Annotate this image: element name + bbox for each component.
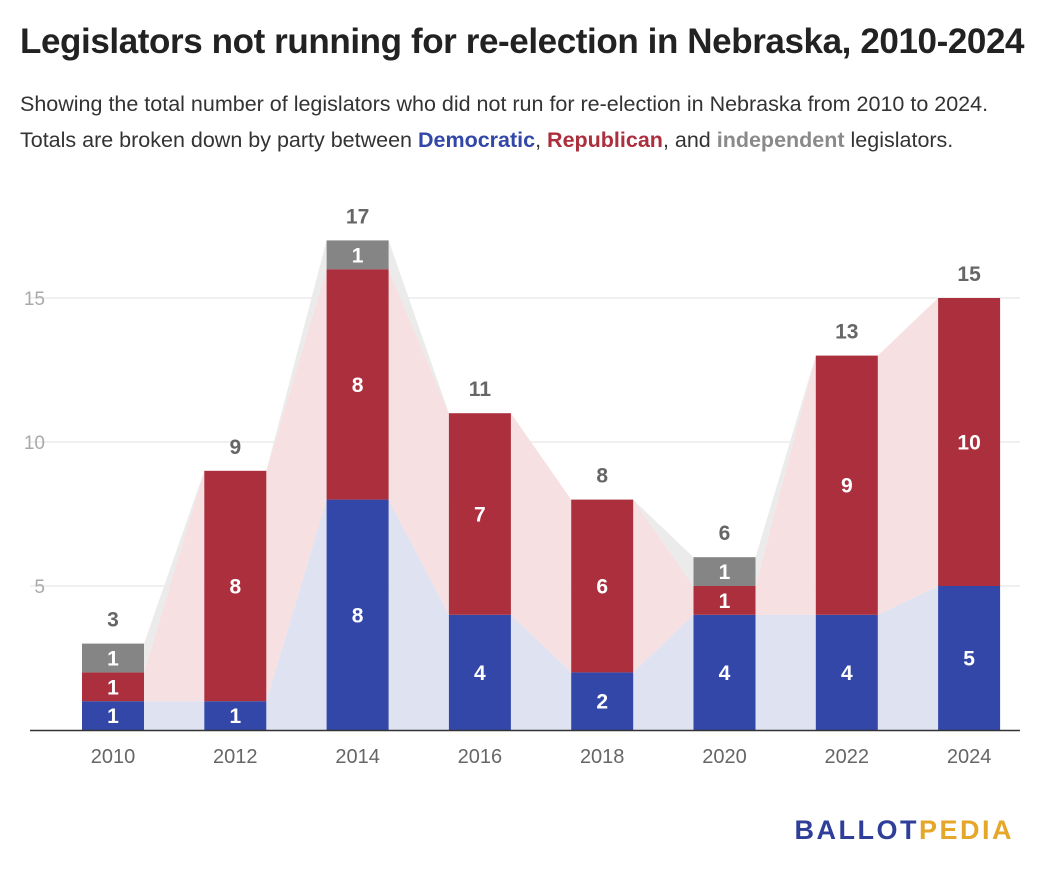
independent-value-label: 1 (719, 561, 731, 584)
x-tick-label: 2024 (947, 746, 992, 768)
republican-value-label: 8 (352, 374, 364, 397)
total-label: 17 (346, 205, 369, 228)
area-segment (755, 355, 816, 615)
x-tick-label: 2014 (335, 746, 380, 768)
area-segment (877, 586, 939, 730)
ballotpedia-logo: BALLOTPEDIA (794, 815, 1014, 846)
subtitle-text-intro: Showing the total number of legislators … (20, 92, 989, 152)
republican-value-label: 10 (957, 432, 980, 455)
independent-value-label: 1 (107, 648, 119, 671)
democratic-value-label: 4 (474, 662, 486, 685)
chart-subtitle: Showing the total number of legislators … (20, 86, 1020, 158)
total-label: 13 (835, 321, 858, 344)
logo-part-ballot: BALLOT (794, 815, 919, 845)
x-tick-labels: 2010 2012 2014 2016 2018 2020 2022 2024 (91, 746, 992, 768)
subtitle-separator-1: , (535, 128, 548, 152)
democratic-value-label: 4 (841, 662, 853, 685)
subtitle-democratic-label: Democratic (417, 128, 536, 152)
republican-bar-segment (326, 269, 389, 500)
democratic-area-band (144, 499, 939, 730)
independent-area-band (144, 240, 939, 673)
total-label: 8 (596, 465, 608, 488)
democratic-bar-segment (571, 672, 634, 730)
total-label: 6 (719, 522, 731, 545)
democratic-bar-segment (448, 614, 511, 730)
democratic-bar-segment (938, 586, 1001, 730)
area-segment (633, 499, 694, 586)
total-label: 3 (107, 609, 119, 632)
area-segment (388, 499, 449, 730)
democratic-bar-segment (815, 614, 878, 730)
y-tick-label: 10 (24, 433, 45, 454)
area-segment (144, 701, 205, 730)
x-tick-label: 2012 (213, 746, 258, 768)
democratic-value-label: 1 (107, 705, 119, 728)
republican-value-label: 1 (719, 590, 731, 613)
total-label: 15 (957, 263, 981, 286)
y-tick-label: 15 (24, 289, 45, 310)
republican-value-label: 1 (107, 676, 119, 699)
chart-title: Legislators not running for re-election … (20, 22, 1025, 61)
area-segment (266, 499, 327, 730)
independent-bar-segment (693, 557, 756, 586)
area-segment (144, 470, 205, 673)
democratic-value-label: 5 (963, 648, 975, 671)
x-tick-label: 2018 (580, 746, 625, 768)
y-tick-label: 5 (34, 577, 45, 598)
republican-value-label: 7 (474, 504, 486, 527)
democratic-value-label: 2 (596, 691, 608, 714)
democratic-value-label: 1 (229, 705, 241, 728)
area-segment (755, 614, 816, 730)
democratic-bar-segment (326, 499, 389, 730)
total-label: 9 (229, 436, 241, 459)
area-segment (266, 240, 327, 471)
republican-value-label: 6 (596, 576, 608, 599)
subtitle-separator-2: , and (662, 128, 717, 152)
subtitle-text-end: legislators. (844, 128, 954, 152)
democratic-bar-segment (204, 701, 267, 730)
area-segment (510, 614, 572, 730)
republican-bar-segment (693, 586, 756, 615)
area-segment (144, 470, 205, 702)
area-segment (266, 269, 327, 702)
area-segment (755, 355, 816, 586)
independent-bar-segment (82, 643, 144, 673)
area-segment (510, 413, 572, 673)
democratic-bar-segment (82, 701, 144, 730)
x-tick-label: 2022 (825, 746, 870, 768)
democratic-value-label: 8 (352, 604, 364, 627)
republican-area-band (144, 269, 939, 702)
republican-value-label: 8 (229, 576, 241, 599)
independent-value-label: 1 (352, 244, 364, 267)
subtitle-republican-label: Republican (547, 128, 663, 152)
area-segment (388, 240, 449, 414)
subtitle-independent-label: independent (716, 128, 845, 152)
area-segment (633, 614, 694, 730)
republican-bar-segment (204, 470, 267, 702)
area-segment (633, 499, 694, 673)
x-tick-label: 2020 (702, 746, 747, 768)
logo-part-pedia: PEDIA (918, 815, 1014, 845)
x-tick-label: 2016 (458, 746, 503, 768)
republican-value-label: 9 (841, 475, 853, 498)
republican-bar-segment (815, 355, 878, 615)
total-label: 11 (469, 378, 492, 401)
republican-bar-segment (448, 413, 511, 615)
democratic-bar-segment (693, 614, 756, 730)
republican-bar-segment (938, 298, 1001, 586)
area-segment (388, 269, 449, 615)
area-segment (877, 298, 939, 615)
republican-bar-segment (82, 672, 144, 702)
democratic-value-label: 4 (719, 662, 731, 685)
republican-bar-segment (571, 499, 634, 673)
independent-bar-segment (326, 240, 389, 270)
x-tick-label: 2010 (91, 746, 136, 768)
